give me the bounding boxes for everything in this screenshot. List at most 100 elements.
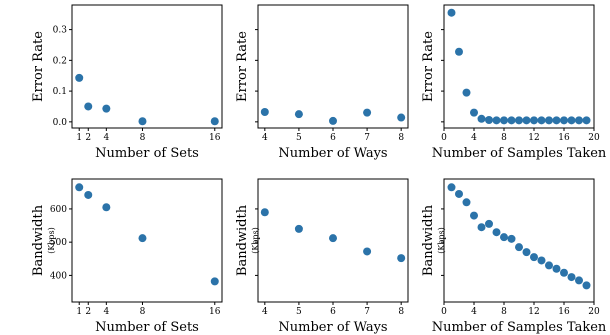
x-tick-label: 6	[330, 307, 336, 317]
data-point	[102, 203, 111, 212]
x-tick-label: 16	[558, 133, 570, 143]
data-point	[462, 88, 471, 97]
x-tick-label: 12	[528, 133, 539, 143]
x-tick-label: 16	[209, 133, 221, 143]
data-point	[329, 116, 337, 125]
x-axis-label: Number of Sets	[95, 320, 199, 335]
data-point	[138, 234, 147, 243]
data-point	[485, 219, 493, 228]
data-point	[492, 228, 501, 237]
data-point	[500, 233, 508, 242]
y-axis-label: Bandwidth	[235, 204, 250, 276]
data-point	[455, 47, 463, 56]
data-point	[552, 264, 561, 273]
plot-frame	[443, 178, 595, 303]
data-point	[294, 110, 303, 119]
x-tick-label: 5	[296, 133, 302, 143]
x-tick-label: 0	[441, 307, 447, 317]
chart-panel-6: 0 4 8 12 16 20 Number of Samples Taken Bandwidt…	[421, 178, 607, 335]
chart-panel-5: 4 5 6 7 8 Number of Ways Bandwidth (Kbps)	[235, 178, 409, 335]
x-tick-label: 8	[398, 133, 404, 143]
y-axis-unit: (Kbps)	[47, 227, 56, 254]
data-point	[507, 116, 516, 125]
x-tick-label: 8	[140, 133, 146, 143]
y-tick-label: 0.1	[53, 87, 67, 97]
data-point	[210, 117, 219, 126]
data-point	[575, 276, 583, 285]
x-axis-label: Number of Ways	[278, 320, 387, 335]
y-axis-unit: (Kbps)	[437, 227, 446, 254]
data-point	[75, 183, 84, 192]
data-point	[397, 254, 406, 263]
x-tick-label: 6	[330, 133, 336, 143]
plot-frame	[71, 178, 223, 303]
data-point	[545, 261, 553, 270]
y-tick-label: 0.2	[53, 56, 67, 66]
data-point	[552, 116, 561, 125]
data-point	[470, 108, 478, 117]
data-point	[530, 116, 538, 125]
chart-panel-1: 1 2 4 8 16 0.0 0.1 0.2 0.3 Number of Sets Error Ra…	[31, 4, 223, 161]
x-tick-label: 4	[471, 133, 477, 143]
data-point	[500, 116, 508, 125]
data-point	[582, 281, 591, 290]
plot-frame	[71, 4, 223, 129]
data-point	[447, 8, 456, 17]
data-point	[522, 116, 531, 125]
y-tick-label: 600	[50, 205, 67, 215]
y-axis-label: Error Rate	[235, 31, 250, 102]
data-point	[397, 113, 406, 122]
data-point	[75, 73, 84, 82]
x-tick-label: 4	[103, 133, 109, 143]
x-tick-label: 8	[501, 133, 507, 143]
x-tick-label: 2	[85, 133, 91, 143]
data-point	[210, 277, 219, 286]
y-axis-label: Error Rate	[31, 31, 46, 102]
y-axis-label: Bandwidth	[421, 204, 436, 276]
data-point	[485, 116, 493, 125]
data-point	[455, 189, 463, 198]
data-point	[567, 273, 576, 282]
x-axis-label: Number of Ways	[278, 146, 387, 161]
x-tick-label: 5	[296, 307, 302, 317]
data-point	[522, 248, 531, 257]
y-tick-label: 0.0	[53, 118, 68, 128]
x-axis-label: Number of Samples Taken	[432, 146, 607, 161]
x-tick-label: 4	[262, 133, 268, 143]
x-tick-label: 20	[588, 133, 600, 143]
data-point	[102, 104, 111, 113]
data-point	[294, 224, 303, 233]
chart-panel-3: 0 4 8 12 16 20 Number of Samples Taken Error Ra…	[421, 4, 607, 161]
x-tick-label: 4	[262, 307, 268, 317]
data-point	[537, 116, 546, 125]
data-point	[530, 253, 538, 262]
data-point	[260, 108, 269, 117]
x-tick-label: 16	[209, 307, 221, 317]
data-point	[462, 198, 471, 207]
y-axis-label: Bandwidth	[31, 204, 46, 276]
x-tick-label: 16	[558, 307, 570, 317]
x-tick-label: 7	[364, 307, 370, 317]
x-tick-label: 20	[588, 307, 600, 317]
y-tick-label: 500	[50, 238, 67, 248]
x-tick-label: 1	[76, 133, 82, 143]
x-tick-label: 4	[103, 307, 109, 317]
chart-panel-4: 1 2 4 8 16 400 500 600 Number of Sets Bandwidth (K…	[31, 178, 223, 335]
x-axis-label: Number of Sets	[95, 146, 199, 161]
data-point	[545, 116, 553, 125]
x-tick-label: 1	[76, 307, 82, 317]
x-tick-label: 8	[501, 307, 507, 317]
data-point	[363, 108, 372, 117]
data-point	[492, 116, 501, 125]
data-point	[84, 190, 93, 199]
y-axis-unit: (Kbps)	[251, 227, 260, 254]
data-point	[567, 116, 576, 125]
x-tick-label: 7	[364, 133, 370, 143]
data-point	[447, 183, 456, 192]
data-point	[560, 116, 568, 125]
data-point	[260, 208, 269, 217]
x-axis-label: Number of Samples Taken	[432, 320, 607, 335]
x-tick-label: 2	[85, 307, 91, 317]
x-tick-label: 12	[528, 307, 539, 317]
data-point	[477, 114, 486, 123]
